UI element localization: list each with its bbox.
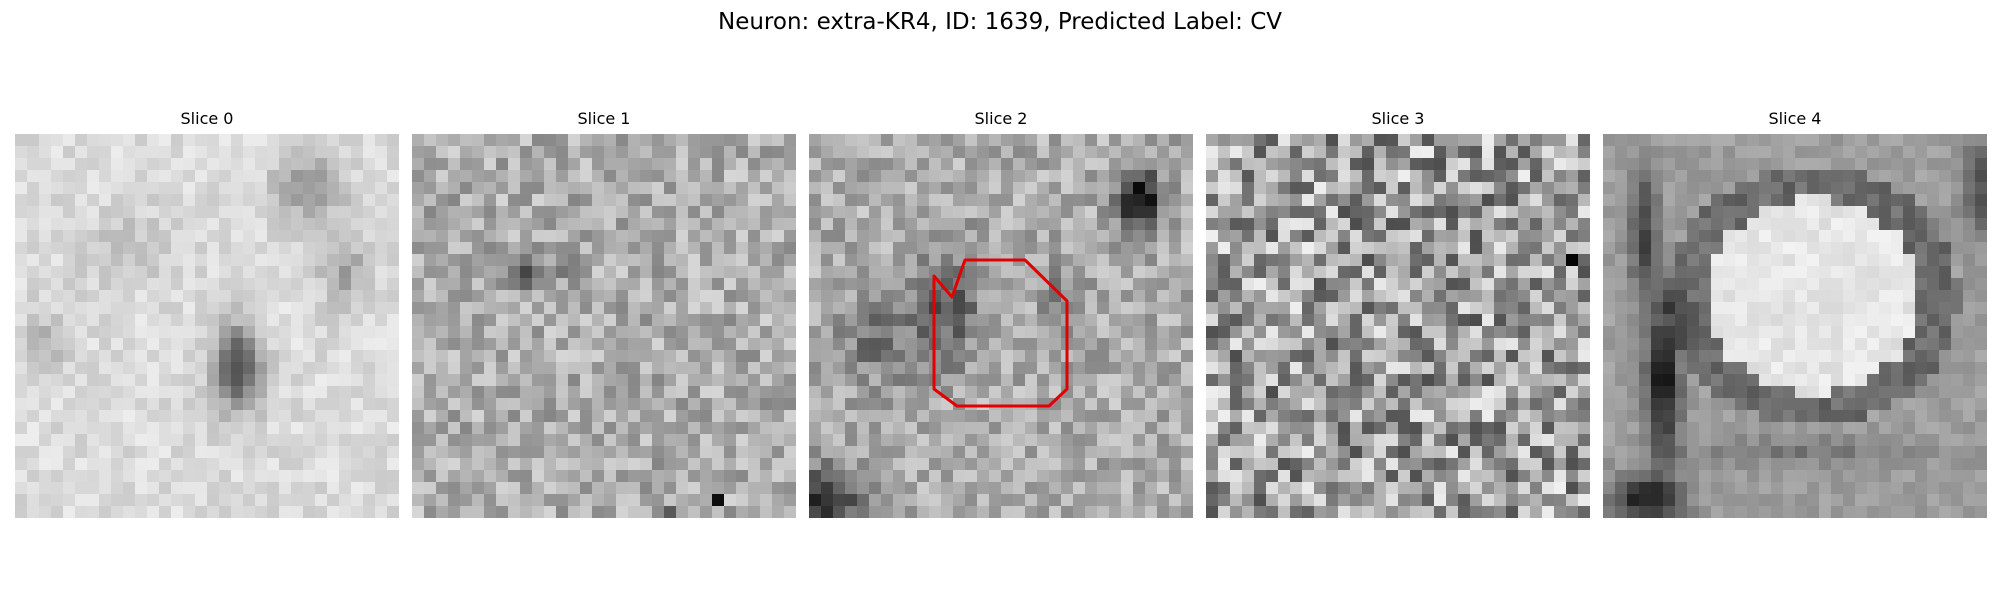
slice-title-2: Slice 2 [974, 109, 1028, 128]
figure-title: Neuron: extra-KR4, ID: 1639, Predicted L… [717, 9, 1283, 35]
slice-panel-1: Slice 1 [412, 108, 796, 518]
slice-panel-3: Slice 3 [1206, 108, 1590, 518]
slice-panel-4: Slice 4 [1603, 108, 1987, 518]
slice-image-0 [15, 134, 399, 518]
slice-title-4: Slice 4 [1768, 109, 1822, 128]
slice-title-1: Slice 1 [577, 109, 631, 128]
slice-image-4 [1603, 134, 1987, 518]
slice-title-3: Slice 3 [1371, 109, 1425, 128]
slice-image-1 [412, 134, 796, 518]
slice-panel-0: Slice 0 [15, 108, 399, 518]
slice-image-3 [1206, 134, 1590, 518]
slice-image-2 [809, 134, 1193, 518]
slice-title-0: Slice 0 [180, 109, 234, 128]
slice-panel-2: Slice 2 [809, 108, 1193, 518]
roi-outline [932, 258, 1069, 408]
